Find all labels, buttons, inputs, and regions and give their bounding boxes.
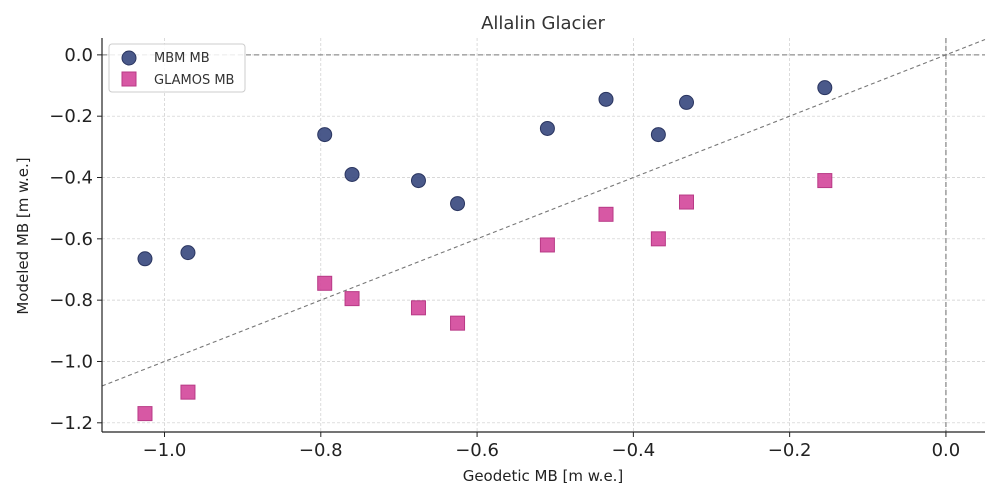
y-ticks: 0.0 −0.2 −0.4 −0.6 −0.8 −1.0 −1.2: [49, 45, 102, 434]
legend-marker-glamos: [121, 71, 137, 87]
x-tick-label: 0.0: [932, 440, 961, 461]
reference-lines: [101, 38, 986, 432]
x-axis-label: Geodetic MB [m w.e.]: [463, 467, 624, 485]
y-tick-label: 0.0: [64, 45, 93, 66]
axes: [101, 38, 985, 433]
grid: [102, 38, 985, 432]
glamos-point: [410, 300, 426, 316]
x-ticks: −1.0 −0.8 −0.6 −0.4 −0.2 0.0: [143, 432, 961, 461]
glamos-point: [650, 231, 666, 247]
y-tick-label: −0.2: [49, 106, 93, 127]
mbm-point: [450, 196, 466, 212]
glamos-point: [180, 384, 196, 400]
mbm-point: [344, 166, 360, 182]
glamos-point: [450, 315, 466, 331]
legend-box: [108, 43, 246, 93]
mbm-point: [678, 94, 694, 110]
mbm-point: [180, 245, 196, 261]
glamos-point: [598, 206, 614, 222]
glamos-point: [344, 291, 360, 307]
x-tick-label: −1.0: [143, 440, 187, 461]
legend: MBM MB GLAMOS MB: [108, 43, 246, 93]
x-tick-label: −0.8: [299, 440, 343, 461]
x-tick-label: −0.6: [455, 440, 499, 461]
mbm-point: [817, 80, 833, 96]
chart-title: Allalin Glacier: [481, 13, 605, 34]
mbm-point: [539, 120, 555, 136]
y-tick-label: −0.6: [49, 229, 93, 250]
glamos-point: [817, 173, 833, 189]
mbm-point: [650, 127, 666, 143]
y-axis-label: Modeled MB [m w.e.]: [14, 157, 32, 314]
mbm-point: [317, 127, 333, 143]
legend-label-mbm: MBM MB: [154, 51, 210, 66]
glamos-point: [539, 237, 555, 253]
mbm-point: [410, 173, 426, 189]
y-tick-label: −0.4: [49, 168, 93, 189]
mbm-point: [137, 251, 153, 267]
y-tick-label: −1.2: [49, 413, 93, 434]
data-points: [137, 80, 833, 422]
glamos-point: [317, 275, 333, 291]
legend-marker-mbm: [121, 50, 137, 66]
x-tick-label: −0.4: [612, 440, 656, 461]
y-tick-label: −0.8: [49, 290, 93, 311]
x-tick-label: −0.2: [768, 440, 812, 461]
legend-label-glamos: GLAMOS MB: [154, 73, 234, 88]
glamos-point: [678, 194, 694, 210]
glamos-point: [137, 406, 153, 422]
y-tick-label: −1.0: [49, 351, 93, 372]
mbm-point: [598, 91, 614, 107]
